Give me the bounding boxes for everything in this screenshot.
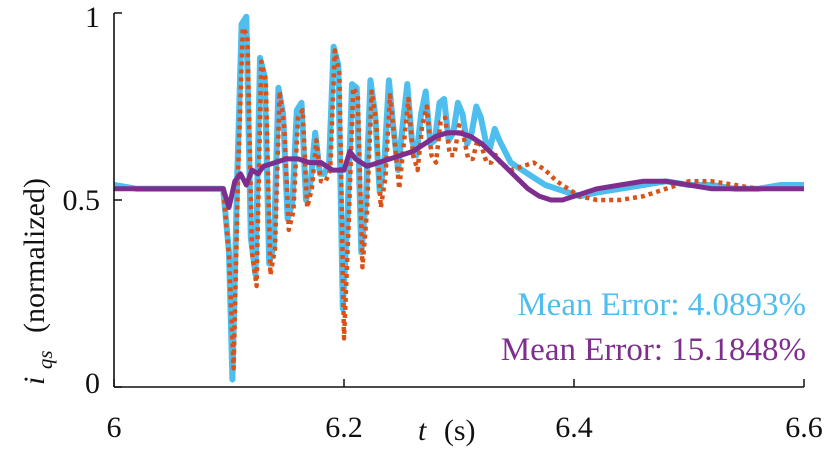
series-layer [114,13,804,383]
y-axis-label-var: i [18,377,51,385]
axes [113,13,804,388]
mean-error-annotation-purple: Mean Error: 15.1848% [501,332,806,368]
series-line-purple [114,130,804,210]
mean-error-annotation-blue: Mean Error: 4.0893% [517,287,806,323]
y-tick-label: 0 [85,367,100,400]
x-axis-label: t (s) [418,414,476,447]
y-axis-label-sub: qs [33,350,57,369]
y-tick-label: 0.5 [63,184,101,217]
x-tick-label: 6 [107,411,122,444]
y-tick-label: 1 [85,1,100,34]
x-axis-label-var: t [418,414,427,447]
ticks: 6 6.2 6.4 6.6 0 0.5 1 [63,1,823,444]
x-tick-label: 6.6 [785,411,823,444]
x-tick-label: 6.2 [325,411,363,444]
x-tick-label: 6.4 [555,411,593,444]
y-axis-label: i qs (normalized) [18,178,59,385]
y-axis-label-rest: (normalized) [18,178,51,333]
x-axis-label-unit: (s) [444,414,476,447]
series-line-orange-dotted [114,25,804,371]
series-line-blue [114,13,804,383]
